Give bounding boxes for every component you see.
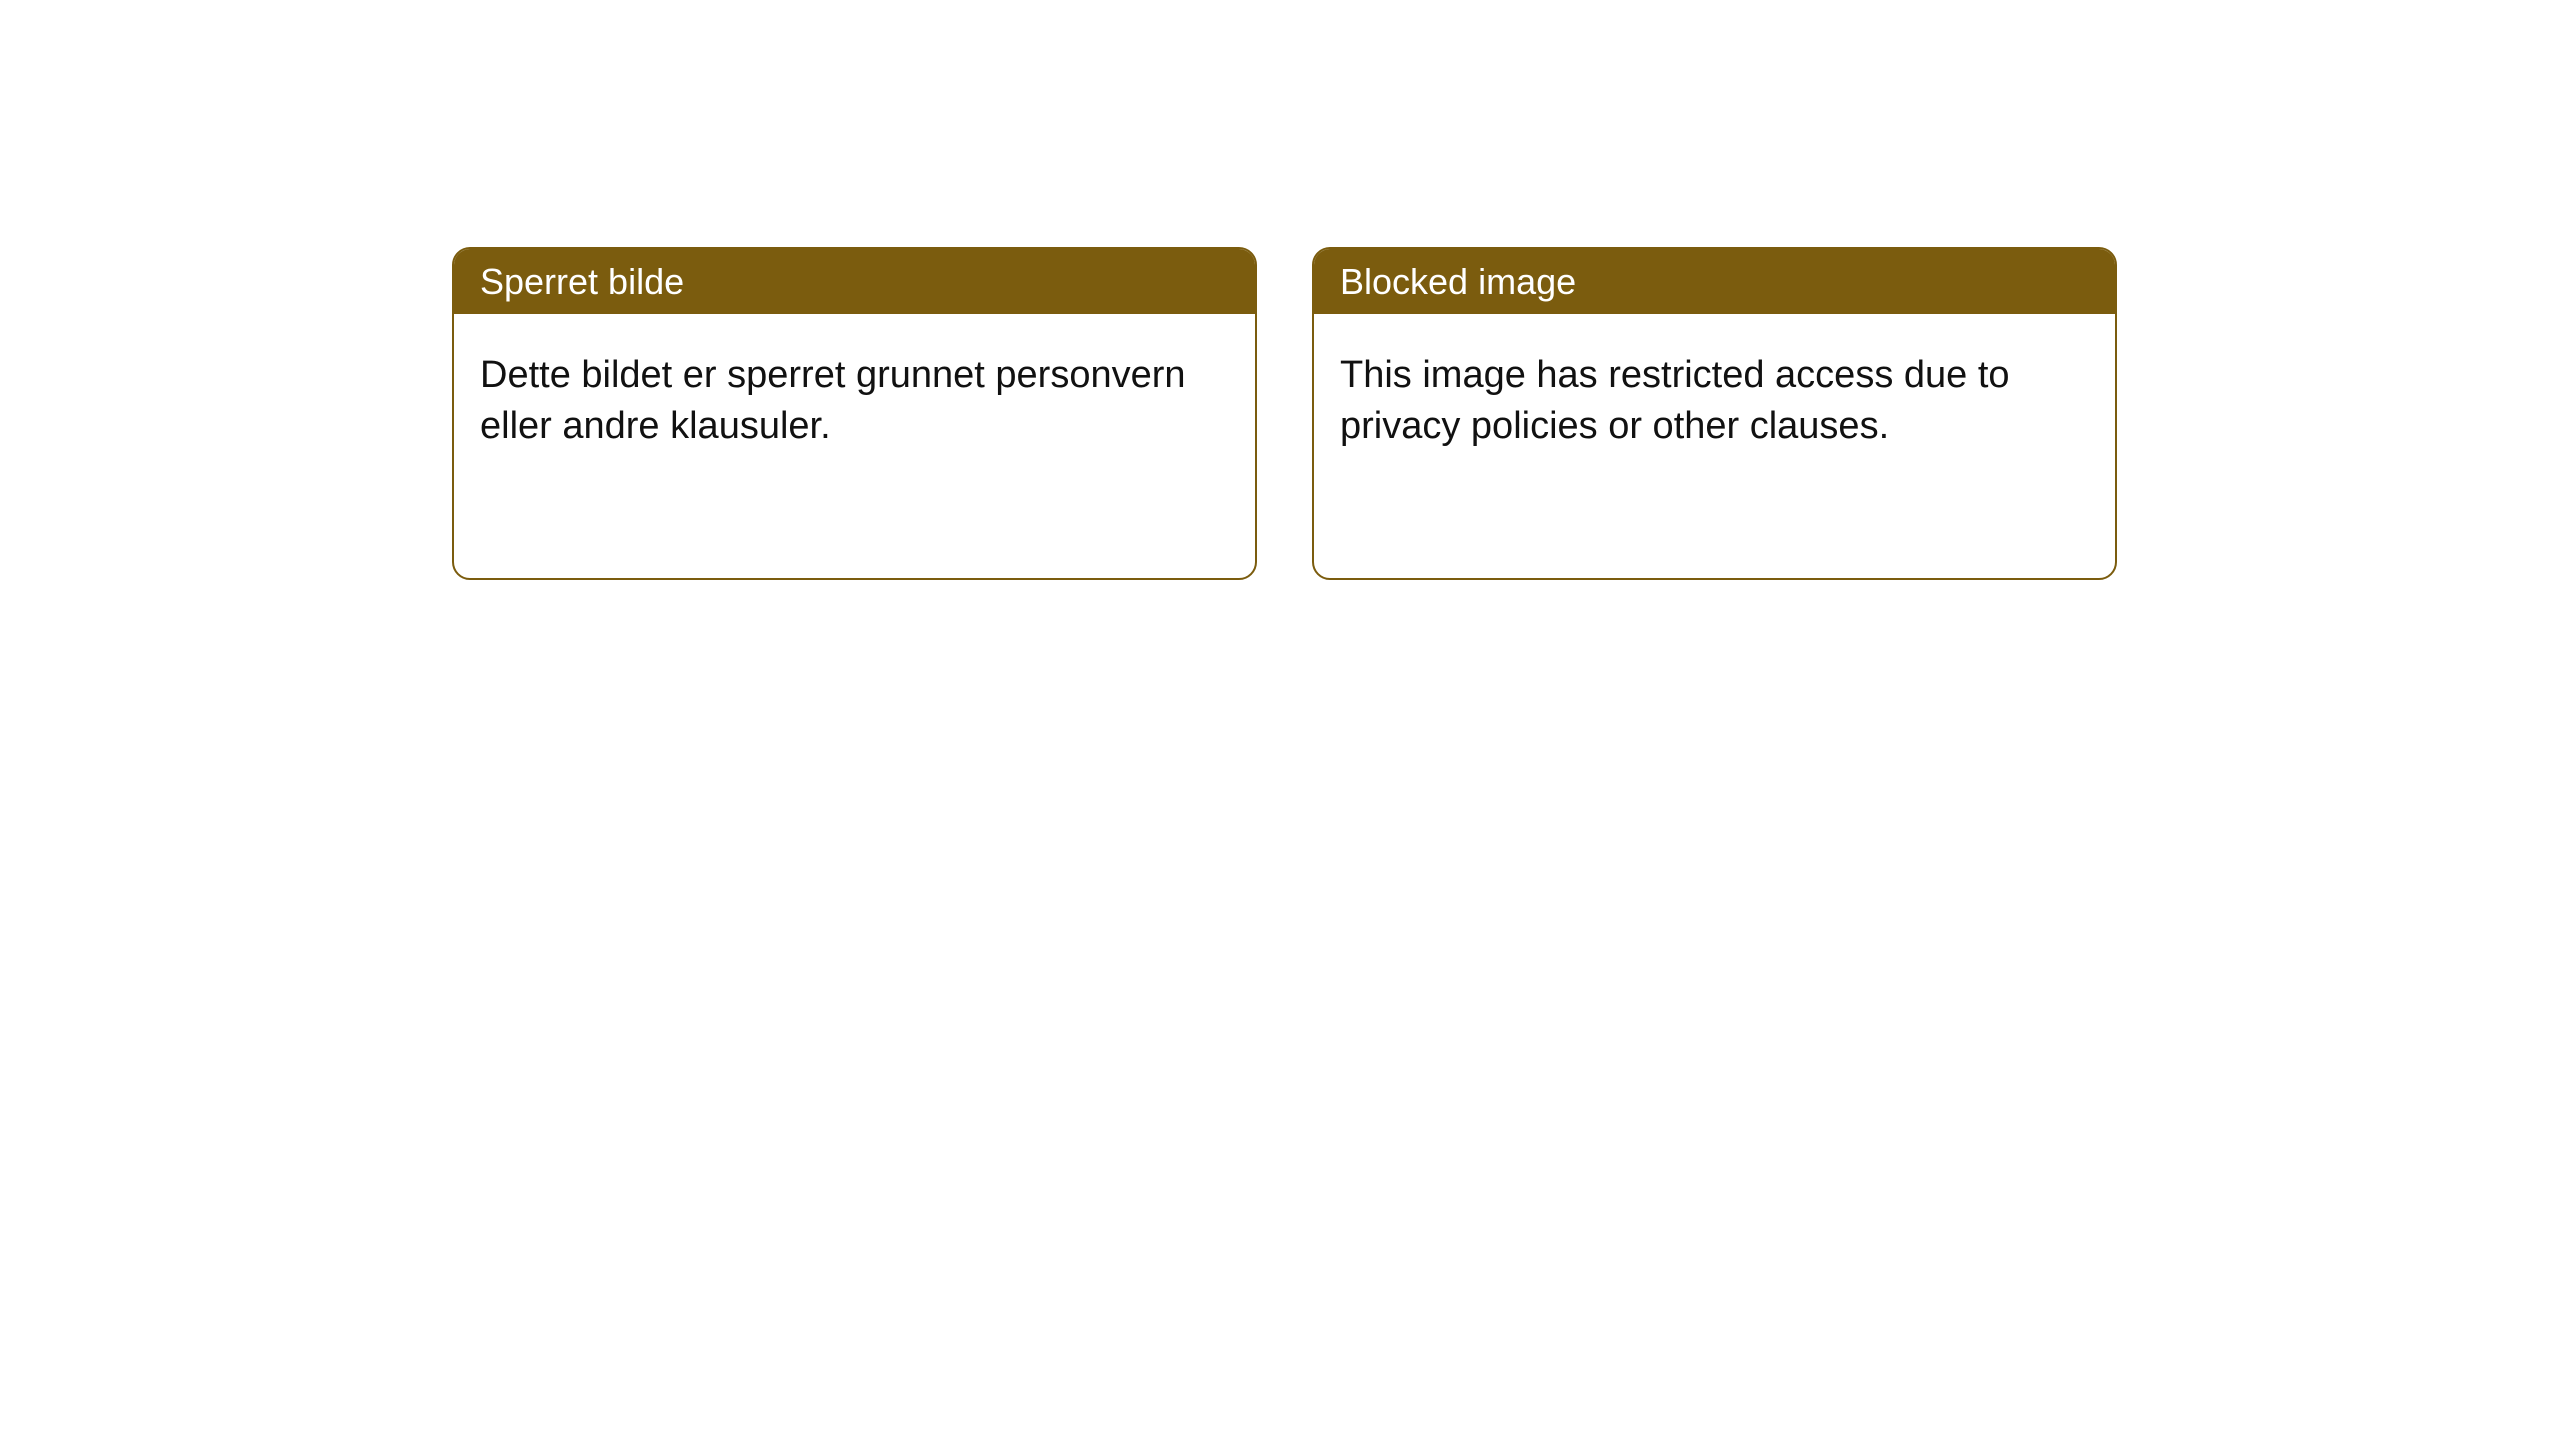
blocked-image-card-no: Sperret bilde Dette bildet er sperret gr… [452, 247, 1257, 580]
blocked-image-cards: Sperret bilde Dette bildet er sperret gr… [452, 247, 2117, 580]
card-body: This image has restricted access due to … [1314, 314, 2115, 489]
card-body: Dette bildet er sperret grunnet personve… [454, 314, 1255, 489]
card-header: Blocked image [1314, 249, 2115, 314]
card-header: Sperret bilde [454, 249, 1255, 314]
blocked-image-card-en: Blocked image This image has restricted … [1312, 247, 2117, 580]
